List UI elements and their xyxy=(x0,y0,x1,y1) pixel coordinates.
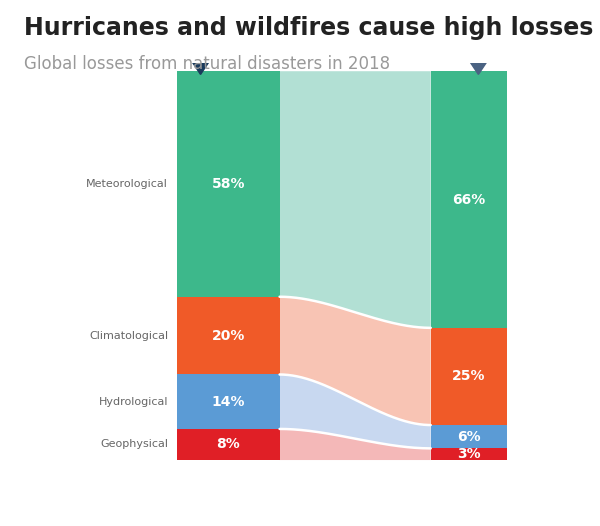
Text: 3%: 3% xyxy=(457,447,481,461)
Polygon shape xyxy=(280,429,431,460)
Text: 8%: 8% xyxy=(217,438,241,451)
Polygon shape xyxy=(280,375,431,448)
Text: Overall losses:: Overall losses: xyxy=(172,17,248,27)
Text: 20%: 20% xyxy=(212,329,245,342)
Text: Meteorological: Meteorological xyxy=(86,179,168,189)
Polygon shape xyxy=(280,297,431,425)
Text: Global losses from natural disasters in 2018: Global losses from natural disasters in … xyxy=(24,55,390,73)
Bar xyxy=(178,71,280,297)
Text: 25%: 25% xyxy=(452,369,486,383)
Text: Climatological: Climatological xyxy=(89,331,168,341)
Text: 66%: 66% xyxy=(452,193,486,207)
Text: 6%: 6% xyxy=(457,430,481,444)
Bar xyxy=(431,448,508,460)
Text: US$ 160bn: US$ 160bn xyxy=(172,37,252,50)
Text: Hurricanes and wildfires cause high losses: Hurricanes and wildfires cause high loss… xyxy=(24,16,593,40)
Polygon shape xyxy=(190,59,211,75)
FancyBboxPatch shape xyxy=(412,4,526,59)
Bar xyxy=(178,375,280,429)
Bar xyxy=(431,71,508,328)
Text: US$ 80bn: US$ 80bn xyxy=(420,37,491,50)
Bar xyxy=(431,328,508,425)
Polygon shape xyxy=(280,71,431,328)
Bar xyxy=(431,425,508,448)
Text: 14%: 14% xyxy=(212,394,245,409)
FancyBboxPatch shape xyxy=(162,4,295,59)
Bar xyxy=(178,429,280,460)
Text: Insured losses:: Insured losses: xyxy=(420,17,498,27)
Text: Geophysical: Geophysical xyxy=(100,440,168,450)
Bar xyxy=(178,297,280,375)
Text: Hydrological: Hydrological xyxy=(98,397,168,407)
Polygon shape xyxy=(468,59,488,75)
Text: 58%: 58% xyxy=(212,177,245,191)
